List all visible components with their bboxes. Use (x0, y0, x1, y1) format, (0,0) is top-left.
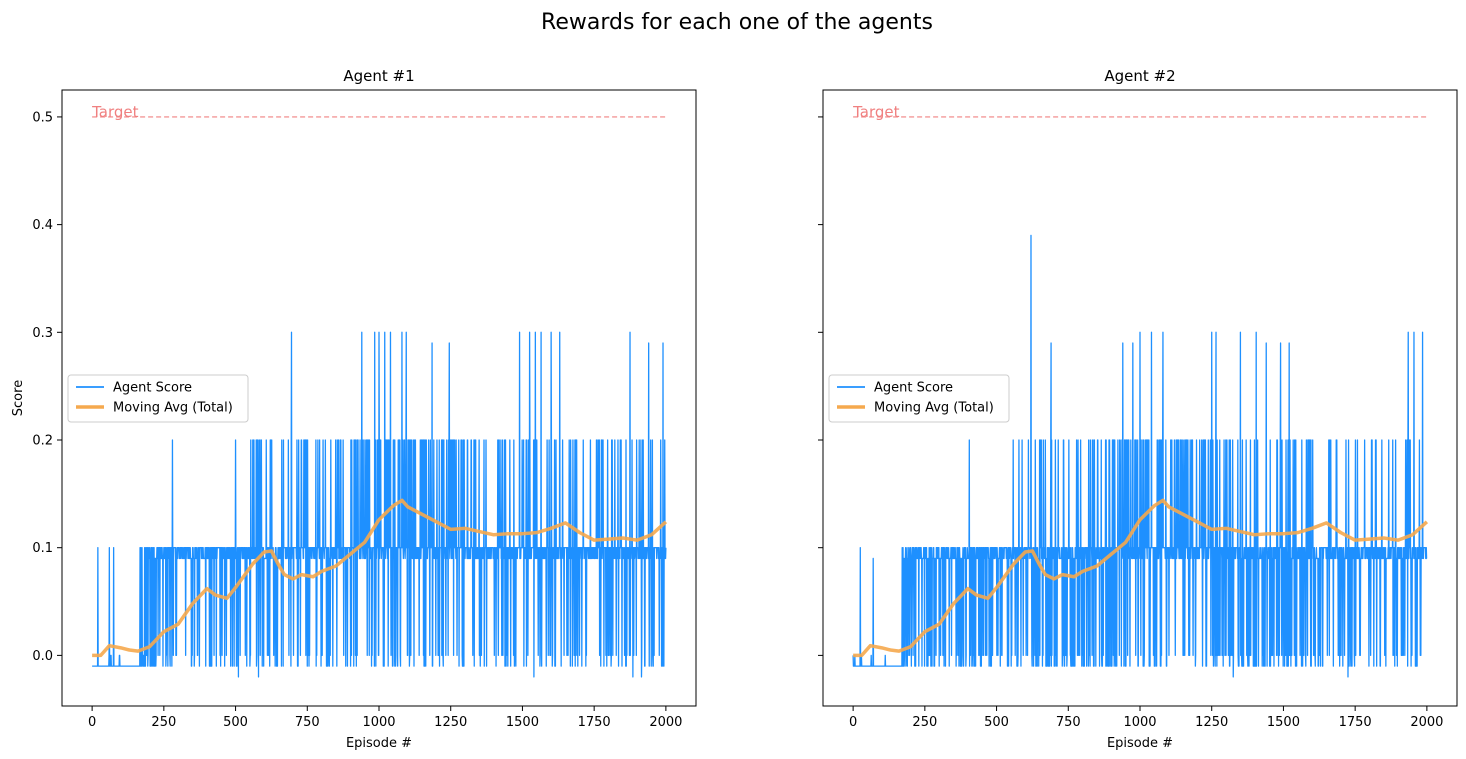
legend-label-moving-avg: Moving Avg (Total) (113, 401, 233, 416)
y-axis-label: Score (11, 380, 26, 416)
x-tick-label: 250 (151, 715, 176, 730)
legend-box (67, 374, 249, 423)
legend: Agent Score Moving Avg (Total) (828, 374, 1010, 423)
x-tick-label: 250 (912, 715, 937, 730)
legend-label-agent-score: Agent Score (874, 381, 953, 396)
target-label: Target (852, 103, 900, 121)
subplot-agent-1: Agent #1 Episode # Score Target 0 250 500 7… (11, 67, 697, 751)
x-tick-label: 500 (223, 715, 248, 730)
legend: Agent Score Moving Avg (Total) (67, 374, 249, 423)
y-tick-label: 0.4 (32, 218, 53, 233)
x-tick-label: 1500 (1267, 715, 1300, 730)
x-tick-label: 2000 (649, 715, 682, 730)
series-moving-avg (92, 498, 668, 658)
legend-label-moving-avg: Moving Avg (Total) (874, 401, 994, 416)
y-tick-label: 0.3 (32, 326, 53, 341)
x-tick-label: 1000 (1123, 715, 1156, 730)
x-tick-label: 0 (849, 715, 857, 730)
x-tick-label: 1250 (1195, 715, 1228, 730)
x-tick-label: 1750 (1339, 715, 1372, 730)
subplot-title: Agent #1 (343, 67, 414, 85)
x-tick-label: 2000 (1410, 715, 1443, 730)
x-tick-label: 0 (88, 715, 96, 730)
x-axis-label: Episode # (1107, 736, 1173, 751)
x-tick-label: 500 (984, 715, 1009, 730)
legend-label-agent-score: Agent Score (113, 381, 192, 396)
y-tick-label: 0.1 (32, 541, 53, 556)
x-tick-label: 1000 (362, 715, 395, 730)
subplot-agent-2: Agent #2 Episode # Target 0 250 500 750 1000… (818, 67, 1458, 751)
y-tick-label: 0.2 (32, 434, 53, 449)
x-tick-label: 1250 (434, 715, 467, 730)
x-tick-label: 750 (295, 715, 320, 730)
x-tick-label: 1750 (578, 715, 611, 730)
x-tick-label: 1500 (506, 715, 539, 730)
x-axis-label: Episode # (346, 736, 412, 751)
subplot-title: Agent #2 (1104, 67, 1175, 85)
x-tick-label: 750 (1056, 715, 1081, 730)
legend-box (828, 374, 1010, 423)
figure-title: Rewards for each one of the agents (541, 10, 933, 35)
y-tick-label: 0.0 (32, 649, 53, 664)
series-agent-score (852, 234, 1428, 678)
series-agent-score (91, 331, 667, 678)
target-label: Target (91, 103, 139, 121)
y-tick-label: 0.5 (32, 110, 53, 125)
series-moving-avg (853, 498, 1429, 658)
